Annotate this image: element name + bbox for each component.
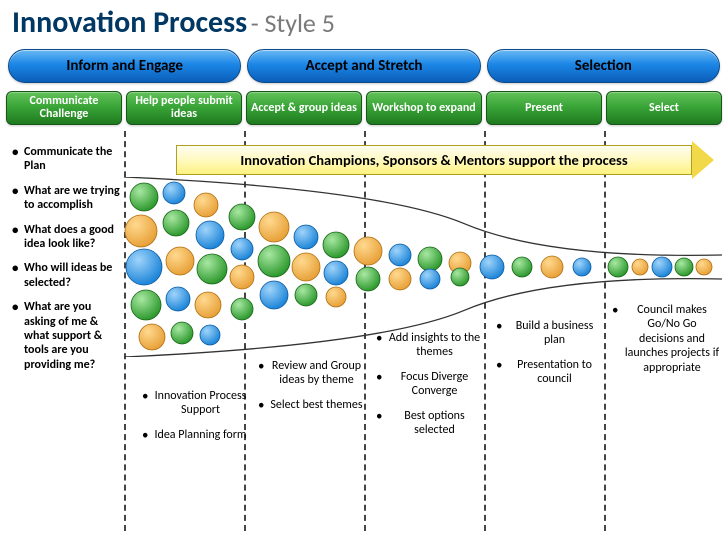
title-main: Innovation Process [12, 4, 247, 41]
idea-bubble [259, 212, 289, 242]
idea-bubble [389, 244, 411, 266]
idea-bubble [125, 215, 157, 247]
idea-bubble [389, 268, 411, 290]
idea-bubble [166, 247, 194, 275]
idea-bubble [696, 259, 712, 275]
idea-bubble [292, 253, 320, 281]
bullet: Presentation to council [496, 358, 601, 387]
step-label: Workshop to expand [372, 102, 475, 115]
bullet: Idea Planning form [142, 428, 247, 442]
idea-bubble [323, 232, 349, 258]
idea-bubble [260, 281, 288, 309]
bullet: Select best themes [258, 398, 363, 412]
idea-bubble [131, 290, 161, 320]
idea-bubble [229, 204, 255, 230]
step-label: Present [525, 102, 563, 115]
title-sub: - Style 5 [251, 7, 335, 39]
idea-bubble [130, 183, 158, 211]
idea-bubble [652, 257, 672, 277]
lower-bullets-col5: Council makes Go/No Go decisions and lau… [612, 303, 720, 385]
idea-bubble [632, 259, 648, 275]
step-box: Help people submit ideas [126, 91, 242, 125]
idea-bubble [126, 249, 162, 285]
phase-label: Selection [575, 57, 632, 75]
step-label: Help people submit ideas [131, 95, 237, 120]
bullet: What are you asking of me & what support… [12, 300, 120, 372]
lower-bullets-col4: Build a business plan Presentation to co… [496, 319, 601, 397]
idea-bubble [418, 247, 442, 271]
idea-bubble [200, 325, 220, 345]
bullet: Council makes Go/No Go decisions and lau… [612, 303, 720, 375]
step-label: Accept & group ideas [251, 102, 357, 115]
step-label: Communicate Challenge [11, 95, 117, 120]
idea-bubble [163, 182, 185, 204]
lower-bullets-col2: Review and Group ideas by theme Select b… [258, 359, 363, 422]
idea-bubble [675, 258, 693, 276]
idea-bubble [354, 237, 382, 265]
bullet: Review and Group ideas by theme [258, 359, 363, 388]
idea-bubble [294, 225, 318, 249]
idea-bubble [356, 267, 380, 291]
phase-row: Inform and Engage Accept and Stretch Sel… [0, 49, 728, 83]
idea-bubble [171, 322, 193, 344]
step-box: Select [606, 91, 722, 125]
bullet: Best options selected [376, 409, 481, 438]
idea-bubble [324, 261, 348, 285]
bullet: Innovation Process Support [142, 389, 247, 418]
slide-title: Innovation Process - Style 5 [0, 0, 728, 47]
left-bullets: Communicate the Plan What are we trying … [12, 145, 120, 382]
champion-banner-text: Innovation Champions, Sponsors & Mentors… [240, 151, 627, 169]
idea-bubble [326, 287, 346, 307]
idea-bubble [197, 254, 227, 284]
lower-bullets-col1: Innovation Process Support Idea Planning… [142, 389, 247, 452]
phase-label: Accept and Stretch [306, 57, 423, 75]
idea-bubble [194, 193, 218, 217]
phase-pill: Accept and Stretch [247, 49, 480, 83]
champion-banner: Innovation Champions, Sponsors & Mentors… [176, 145, 692, 175]
bullet: Who will ideas be selected? [12, 261, 120, 290]
idea-bubble [230, 265, 254, 289]
idea-bubble [231, 298, 253, 320]
bullet: Communicate the Plan [12, 145, 120, 174]
step-box: Accept & group ideas [246, 91, 362, 125]
idea-bubble [139, 324, 165, 350]
idea-bubble [231, 238, 253, 260]
phase-label: Inform and Engage [66, 57, 183, 75]
idea-bubble [541, 256, 563, 278]
bullet: Add insights to the themes [376, 331, 481, 360]
idea-bubble [451, 268, 469, 286]
step-box: Workshop to expand [366, 91, 482, 125]
idea-bubble [195, 292, 221, 318]
idea-bubble [166, 287, 190, 311]
idea-bubble [512, 257, 532, 277]
phase-pill: Selection [487, 49, 720, 83]
idea-bubble [196, 221, 224, 249]
idea-bubble [420, 269, 440, 289]
bullet: What does a good idea look like? [12, 223, 120, 252]
idea-bubble [573, 258, 591, 276]
diagram-area: Innovation Champions, Sponsors & Mentors… [6, 131, 722, 531]
bullet: What are we trying to accomplish [12, 184, 120, 213]
lower-bullets-col3: Add insights to the themes Focus Diverge… [376, 331, 481, 447]
idea-bubble [295, 284, 317, 306]
step-box: Present [486, 91, 602, 125]
bullet: Build a business plan [496, 319, 601, 348]
arrow-icon [692, 141, 714, 179]
idea-bubble [258, 245, 290, 277]
step-row: Communicate Challenge Help people submit… [0, 91, 728, 125]
bullet: Focus Diverge Converge [376, 370, 481, 399]
step-label: Select [649, 102, 679, 115]
step-box: Communicate Challenge [6, 91, 122, 125]
idea-bubble [608, 257, 628, 277]
idea-bubble [480, 255, 504, 279]
phase-pill: Inform and Engage [8, 49, 241, 83]
idea-bubble [163, 210, 189, 236]
